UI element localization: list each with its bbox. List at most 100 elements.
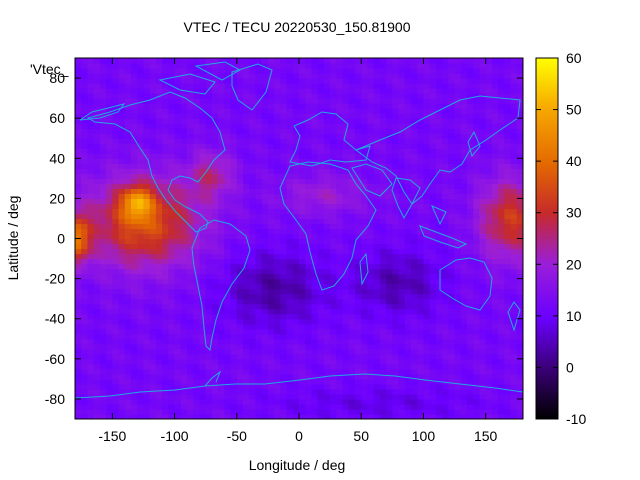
heatmap-cell [274, 348, 281, 355]
heatmap-cell [386, 278, 393, 285]
heatmap-cell [249, 238, 257, 245]
heatmap-cell [330, 258, 337, 265]
heatmap-cell [249, 328, 257, 335]
heatmap-cell [199, 228, 207, 235]
heatmap-cell [230, 288, 238, 295]
heatmap-cell [330, 213, 337, 220]
heatmap-cell [336, 173, 344, 179]
heatmap-cell [261, 213, 269, 220]
heatmap-cell [336, 218, 344, 225]
heatmap-cell [467, 293, 474, 300]
heatmap-cell [168, 223, 176, 230]
heatmap-cell [317, 88, 325, 94]
heatmap-cell [423, 68, 431, 74]
heatmap-cell [373, 353, 381, 360]
heatmap-cell [199, 138, 207, 144]
heatmap-cell [454, 338, 462, 345]
heatmap-cell [87, 198, 95, 204]
heatmap-cell [311, 363, 319, 370]
heatmap-cell [274, 198, 281, 204]
heatmap-cell [137, 403, 145, 410]
heatmap-cell [392, 373, 400, 380]
heatmap-cell [355, 403, 362, 410]
heatmap-cell [155, 413, 163, 419]
heatmap-cell [299, 318, 306, 325]
heatmap-cell [386, 103, 393, 109]
heatmap-cell [81, 218, 89, 225]
heatmap-cell [454, 378, 462, 385]
heatmap-cell [174, 223, 182, 230]
heatmap-cell [367, 243, 375, 250]
heatmap-cell [99, 138, 107, 144]
heatmap-cell [404, 183, 412, 189]
heatmap-cell [311, 173, 319, 179]
heatmap-cell [143, 398, 151, 405]
heatmap-cell [491, 103, 499, 109]
heatmap-cell [460, 373, 468, 380]
heatmap-cell [498, 233, 505, 240]
heatmap-cell [330, 93, 337, 99]
heatmap-cell [454, 213, 462, 220]
heatmap-cell [168, 228, 176, 235]
heatmap-cell [367, 188, 375, 194]
heatmap-cell [280, 143, 288, 149]
heatmap-cell [162, 278, 169, 285]
heatmap-cell [336, 243, 344, 250]
heatmap-cell [106, 158, 113, 164]
heatmap-cell [99, 123, 107, 129]
heatmap-cell [498, 128, 505, 134]
heatmap-cell [180, 103, 188, 109]
heatmap-cell [180, 328, 188, 335]
heatmap-cell [205, 228, 213, 235]
heatmap-cell [311, 218, 319, 225]
heatmap-cell [218, 113, 225, 119]
heatmap-cell [348, 353, 356, 360]
heatmap-cell [386, 378, 393, 385]
heatmap-cell [236, 408, 244, 415]
heatmap-cell [299, 133, 306, 139]
heatmap-cell [87, 208, 95, 215]
heatmap-cell [267, 208, 275, 215]
heatmap-cell [479, 193, 487, 199]
heatmap-cell [435, 78, 443, 84]
heatmap-cell [386, 413, 393, 419]
heatmap-cell [286, 403, 294, 410]
heatmap-cell [454, 198, 462, 204]
heatmap-cell [392, 398, 400, 405]
heatmap-cell [348, 223, 356, 230]
heatmap-cell [112, 218, 120, 225]
heatmap-cell [168, 173, 176, 179]
heatmap-cell [411, 123, 418, 129]
heatmap-cell [99, 153, 107, 159]
heatmap-cell [149, 268, 157, 275]
heatmap-cell [81, 263, 89, 270]
heatmap-cell [218, 398, 225, 405]
heatmap-cell [193, 183, 201, 189]
heatmap-cell [187, 233, 194, 240]
heatmap-cell [361, 128, 369, 134]
heatmap-cell [180, 73, 188, 79]
heatmap-cell [323, 183, 331, 189]
heatmap-cell [180, 213, 188, 220]
heatmap-cell [131, 133, 138, 139]
heatmap-cell [299, 238, 306, 245]
heatmap-cell [162, 268, 169, 275]
heatmap-cell [261, 108, 269, 114]
heatmap-cell [485, 88, 493, 94]
heatmap-cell [149, 73, 157, 79]
heatmap-cell [423, 143, 431, 149]
heatmap-cell [473, 203, 481, 210]
heatmap-cell [162, 208, 169, 215]
heatmap-cell [187, 253, 194, 260]
heatmap-cell [199, 83, 207, 89]
heatmap-cell [99, 133, 107, 139]
heatmap-cell [193, 303, 201, 310]
heatmap-cell [131, 368, 138, 375]
heatmap-cell [230, 398, 238, 405]
heatmap-cell [386, 373, 393, 380]
heatmap-cell [106, 123, 113, 129]
heatmap-cell [174, 143, 182, 149]
heatmap-cell [305, 213, 313, 220]
heatmap-cell [75, 333, 82, 340]
heatmap-cell [355, 218, 362, 225]
